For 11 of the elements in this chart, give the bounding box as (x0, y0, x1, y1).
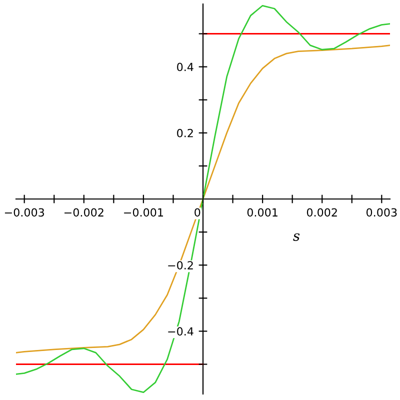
x-axis-title: s (293, 233, 300, 241)
x-tick-label: −0.001 (124, 208, 163, 217)
x-tick-label: 0.003 (366, 208, 397, 217)
x-tick-label: −0.002 (64, 208, 104, 217)
x-tick-label: 0 (194, 208, 200, 217)
x-tick-label: 0.002 (306, 208, 337, 217)
y-tick-label: −0.4 (168, 327, 194, 336)
y-tick-label: 0.2 (177, 128, 193, 138)
y-tick-label: 0.4 (177, 62, 194, 72)
x-tick-label: −0.003 (4, 208, 44, 217)
x-tick-label: 0.001 (247, 208, 278, 217)
